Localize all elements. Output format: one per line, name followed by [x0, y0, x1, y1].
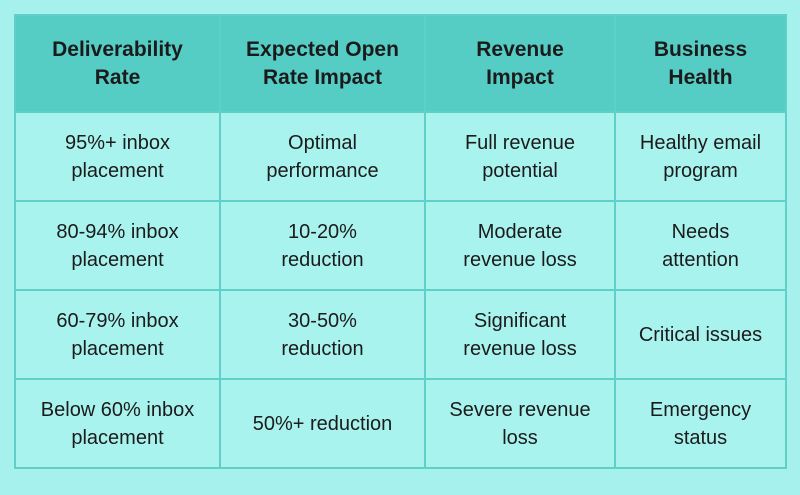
- table-cell: 50%+ reduction: [219, 378, 426, 469]
- table-cell: 95%+ inbox placement: [14, 111, 221, 202]
- cell-line: placement: [71, 159, 164, 182]
- cell-line: 10-20%: [288, 220, 357, 243]
- cell-line: Deliverability: [52, 37, 183, 61]
- cell-line: Below 60% inbox: [40, 398, 195, 421]
- cell-line: Significant: [473, 309, 567, 332]
- table-body: 95%+ inbox placement Optimal performance Ful…: [14, 111, 787, 469]
- cell-line: 50%+ reduction: [252, 412, 393, 435]
- table-cell: Below 60% inbox placement: [14, 378, 221, 469]
- table-cell: 80-94% inbox placement: [14, 200, 221, 291]
- cell-line: reduction: [281, 337, 364, 360]
- table-cell: Full revenue potential: [424, 111, 616, 202]
- table-cell: Moderate revenue loss: [424, 200, 616, 291]
- cell-line: attention: [662, 248, 739, 271]
- cell-line: Critical issues: [638, 323, 763, 346]
- table-row: 60-79% inbox placement 30-50% reduction Sign…: [14, 289, 787, 380]
- cell-line: Business: [653, 37, 748, 61]
- cell-line: 30-50%: [288, 309, 357, 332]
- table-wrap: Deliverability Rate Expected Open Rate Impa…: [14, 14, 787, 469]
- cell-line: status: [673, 426, 728, 449]
- header-cell: Deliverability Rate: [14, 14, 221, 113]
- cell-line: loss: [502, 426, 538, 449]
- cell-line: Revenue: [476, 37, 564, 61]
- table-cell: Healthy email program: [614, 111, 787, 202]
- cell-line: Moderate: [477, 220, 563, 243]
- cell-line: Healthy email: [639, 131, 762, 154]
- table-row: 95%+ inbox placement Optimal performance Ful…: [14, 111, 787, 202]
- table-cell: Needs attention: [614, 200, 787, 291]
- cell-line: Rate: [94, 65, 141, 89]
- cell-line: Full revenue: [464, 131, 576, 154]
- table-cell: Optimal performance: [219, 111, 426, 202]
- cell-line: reduction: [281, 248, 364, 271]
- cell-line: program: [663, 159, 738, 182]
- cell-line: revenue loss: [463, 248, 577, 271]
- cell-line: Needs: [671, 220, 730, 243]
- cell-line: 95%+ inbox: [64, 131, 171, 154]
- table: Deliverability Rate Expected Open Rate Impa…: [14, 14, 787, 469]
- cell-line: placement: [71, 248, 164, 271]
- cell-line: potential: [482, 159, 558, 182]
- cell-line: Expected Open: [246, 37, 399, 61]
- header-cell: Business Health: [614, 14, 787, 113]
- header-row: Deliverability Rate Expected Open Rate Impa…: [14, 14, 787, 113]
- cell-line: Emergency: [649, 398, 752, 421]
- table-cell: Severe revenue loss: [424, 378, 616, 469]
- cell-line: revenue loss: [463, 337, 577, 360]
- table-cell: 30-50% reduction: [219, 289, 426, 380]
- table-row: Below 60% inbox placement 50%+ reduction Se…: [14, 378, 787, 469]
- table-cell: Significant revenue loss: [424, 289, 616, 380]
- cell-line: Optimal: [288, 131, 357, 154]
- cell-line: placement: [71, 426, 164, 449]
- table-cell: Emergency status: [614, 378, 787, 469]
- cell-line: 60-79% inbox: [56, 309, 179, 332]
- table-cell: Critical issues: [614, 289, 787, 380]
- cell-line: 80-94% inbox: [56, 220, 179, 243]
- cell-line: performance: [266, 159, 379, 182]
- table-cell: 60-79% inbox placement: [14, 289, 221, 380]
- cell-line: placement: [71, 337, 164, 360]
- cell-line: Health: [668, 65, 733, 89]
- cell-line: Rate Impact: [262, 65, 383, 89]
- header-cell: Expected Open Rate Impact: [219, 14, 426, 113]
- header-cell: Revenue Impact: [424, 14, 616, 113]
- cell-line: Severe revenue: [449, 398, 591, 421]
- table-cell: 10-20% reduction: [219, 200, 426, 291]
- cell-line: Impact: [486, 65, 554, 89]
- table-row: 80-94% inbox placement 10-20% reduction Mode…: [14, 200, 787, 291]
